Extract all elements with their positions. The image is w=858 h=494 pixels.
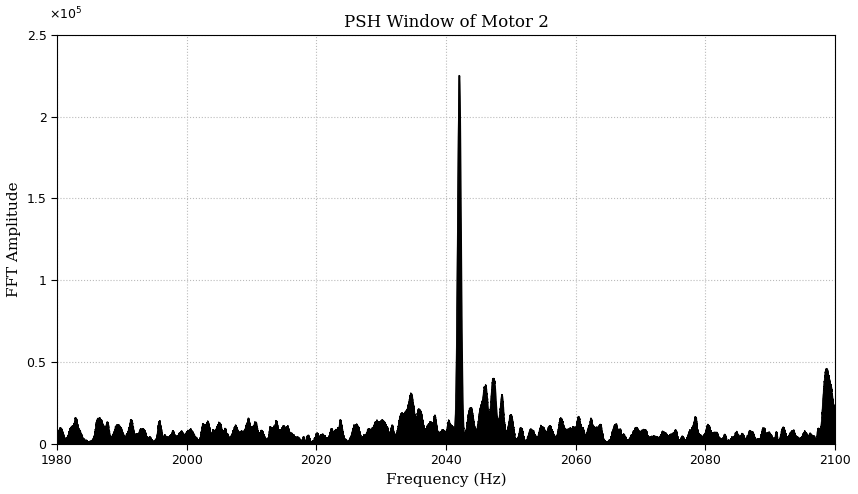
Text: $\times 10^5$: $\times 10^5$ [49, 6, 82, 23]
X-axis label: Frequency (Hz): Frequency (Hz) [386, 473, 506, 487]
Title: PSH Window of Motor 2: PSH Window of Motor 2 [343, 14, 548, 31]
Y-axis label: FFT Amplitude: FFT Amplitude [7, 181, 21, 297]
